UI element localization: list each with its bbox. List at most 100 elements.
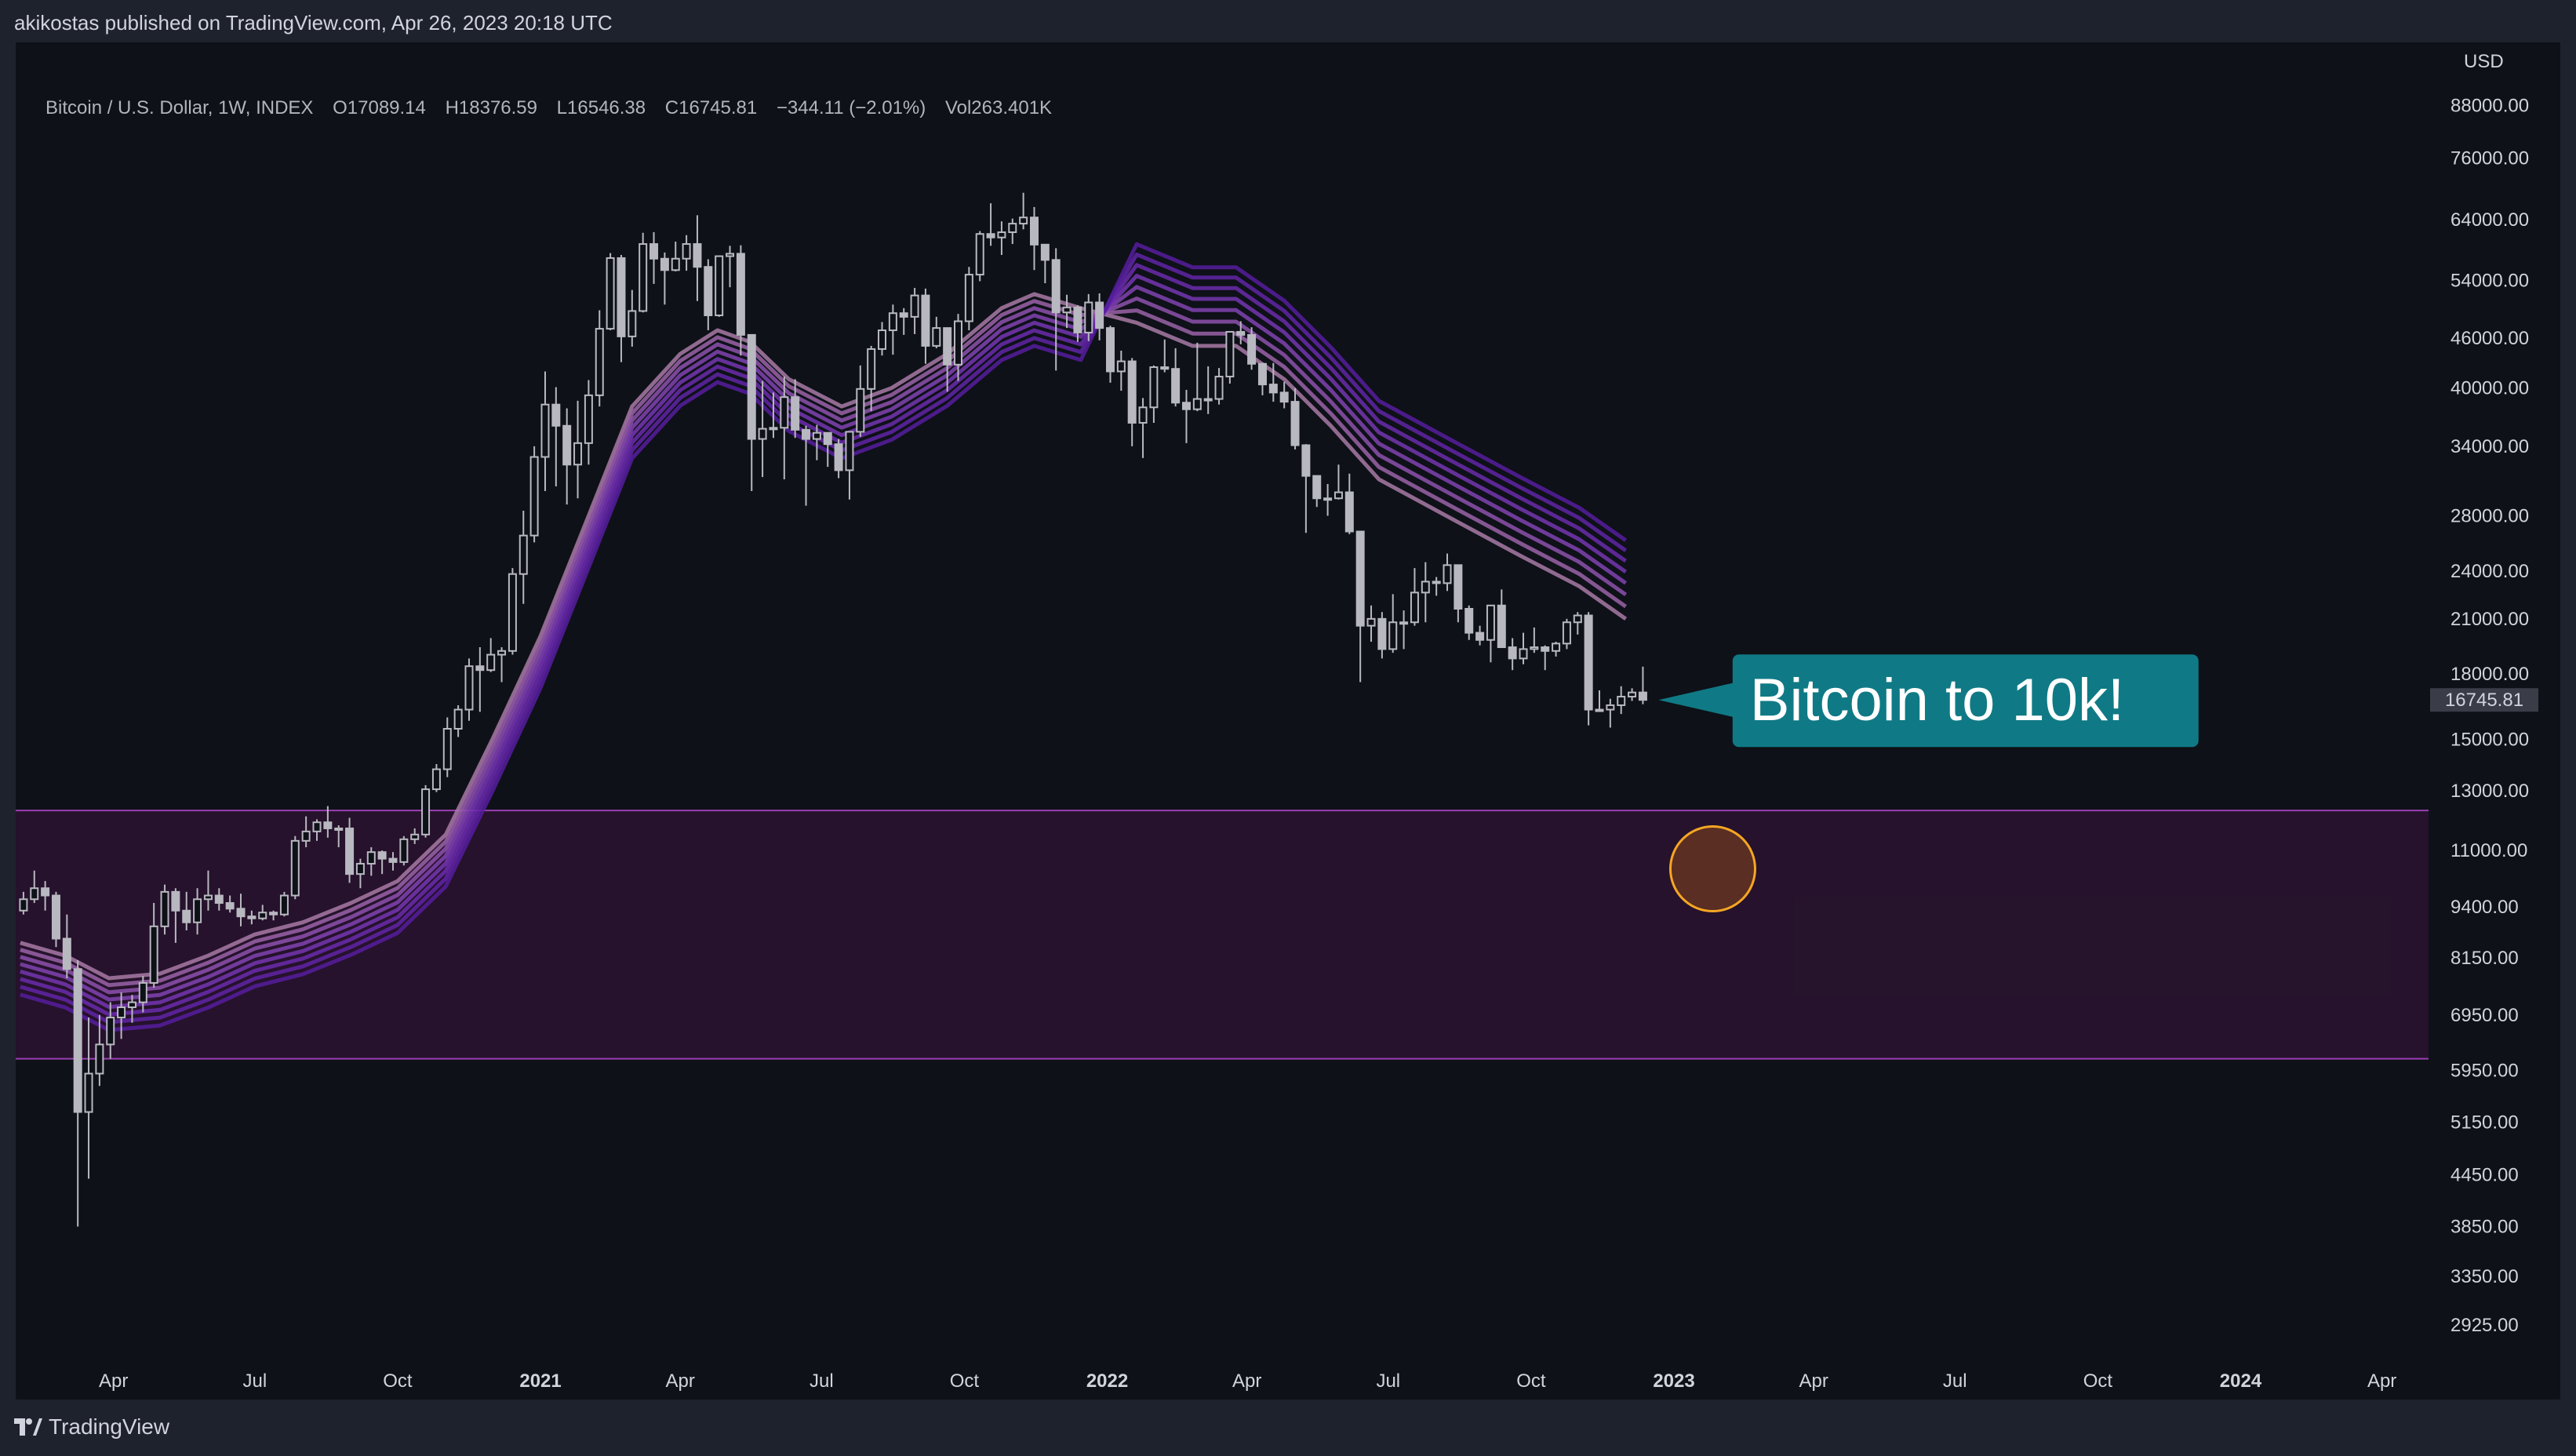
price-tick-label: 28000.00 — [2450, 506, 2529, 527]
candle — [1268, 362, 1278, 402]
candle — [117, 992, 126, 1039]
candle — [1606, 698, 1615, 728]
time-tick-label: 2024 — [2220, 1370, 2262, 1392]
candle — [84, 1017, 93, 1179]
candle — [1541, 645, 1550, 671]
candle-body — [921, 294, 930, 347]
price-tick-label: 21000.00 — [2450, 609, 2529, 630]
price-tick-label: 15000.00 — [2450, 729, 2529, 750]
price-tick-label: 5150.00 — [2450, 1112, 2519, 1134]
candle — [932, 316, 941, 348]
price-tick-label: 2925.00 — [2450, 1315, 2519, 1336]
candle-body — [225, 902, 235, 910]
currency-label: USD — [2464, 51, 2504, 72]
candle-body — [1508, 646, 1517, 660]
candle — [95, 1014, 104, 1087]
last-price-value: 16745.81 — [2445, 690, 2523, 711]
candle — [1116, 351, 1126, 391]
chart-area[interactable]: Bitcoin to 10k! USD 88000.00 76000.00 6400… — [16, 42, 2560, 1400]
ribbon-line — [20, 297, 1628, 995]
candle — [1552, 642, 1561, 657]
candle — [1573, 612, 1582, 635]
candle — [1508, 638, 1517, 671]
candle-body — [878, 329, 887, 350]
candle — [834, 439, 843, 479]
candle — [747, 333, 756, 492]
ema-ribbon — [20, 242, 1628, 1032]
candle — [1366, 605, 1376, 642]
footer-bar — [0, 1400, 2576, 1456]
candle-body — [399, 838, 409, 863]
candle-body — [628, 310, 637, 337]
candle — [1486, 604, 1495, 663]
price-tick-label: 8150.00 — [2450, 948, 2519, 969]
candle — [203, 870, 213, 911]
candle-body — [1617, 696, 1626, 706]
candle-body — [856, 388, 865, 433]
candle — [497, 647, 507, 682]
candle-body — [214, 894, 224, 905]
candle — [1236, 321, 1246, 344]
candle — [802, 425, 811, 506]
candle-body — [812, 431, 821, 440]
candle — [1008, 218, 1017, 245]
time-tick-label: Apr — [99, 1370, 128, 1392]
price-tick-label: 54000.00 — [2450, 271, 2529, 292]
candle-body — [1464, 608, 1474, 634]
candle-body — [1138, 406, 1148, 424]
candle-body — [1095, 301, 1104, 329]
candle-body — [334, 827, 344, 831]
candle — [1628, 688, 1637, 701]
candle-body — [1225, 330, 1235, 378]
candle-body — [1443, 564, 1452, 584]
candle-body — [1399, 621, 1409, 625]
support-zone — [16, 810, 2429, 1059]
candle — [1290, 388, 1300, 450]
candle-body — [486, 653, 496, 672]
candle — [943, 327, 952, 392]
candle-body — [431, 768, 441, 791]
candle-body — [1486, 604, 1495, 641]
candle — [442, 717, 452, 777]
candle — [41, 881, 50, 911]
candle-body — [1333, 491, 1343, 500]
candle — [1160, 339, 1170, 373]
callout-box — [1732, 654, 2199, 748]
time-axis[interactable]: Apr Jul Oct 2021 Apr Jul Oct 2022 Apr Jul Oct 2023 A… — [99, 1370, 2396, 1392]
candle — [758, 380, 767, 478]
candle — [1388, 594, 1398, 653]
candle — [1562, 618, 1571, 650]
change-value: −344.11 (−2.01%) — [776, 97, 926, 118]
candle-body — [1008, 223, 1017, 234]
candle — [355, 858, 365, 889]
candle-body — [1421, 581, 1430, 594]
candle — [1497, 589, 1506, 649]
candle — [1181, 389, 1191, 443]
candle — [551, 387, 561, 486]
candle — [954, 314, 963, 381]
candle-body — [671, 257, 680, 271]
time-tick-label: Oct — [383, 1370, 413, 1392]
tradingview-logo[interactable]: TradingView — [14, 1414, 169, 1440]
candle — [1084, 293, 1093, 341]
candle-body — [1377, 617, 1387, 650]
symbol-title[interactable]: Bitcoin / U.S. Dollar, 1W, INDEX — [45, 97, 314, 118]
price-axis[interactable]: USD 88000.00 76000.00 64000.00 54000.00 4600… — [2450, 51, 2529, 1336]
symbol-legend: Bitcoin / U.S. Dollar, 1W, INDEX O17089.… — [45, 97, 1066, 119]
candle-body — [247, 915, 257, 919]
candle-body — [1160, 366, 1170, 370]
candle — [1192, 342, 1202, 412]
candle — [1584, 612, 1593, 726]
price-chart[interactable]: Bitcoin to 10k! USD 88000.00 76000.00 6400… — [16, 42, 2560, 1400]
candle-body — [964, 274, 973, 322]
candle-body — [1355, 530, 1365, 627]
candle-body — [1127, 360, 1137, 424]
candle — [1019, 192, 1028, 230]
candle — [986, 203, 995, 246]
candle-body — [117, 1006, 126, 1019]
candle-body — [301, 830, 311, 842]
candle-body — [1454, 564, 1463, 610]
candle — [1312, 475, 1322, 508]
candle — [671, 241, 680, 271]
candle-body — [1181, 402, 1191, 410]
